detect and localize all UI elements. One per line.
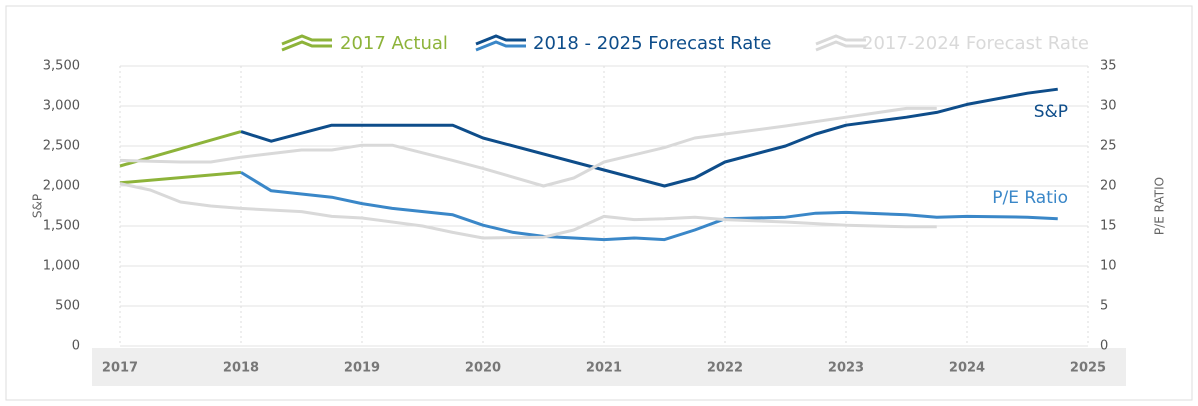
y-tick-label: 3,500	[43, 59, 80, 74]
x-tick-label: 2021	[586, 361, 622, 376]
x-tick-label: 2024	[949, 361, 985, 376]
y2-axis-title: P/E RATIO	[1153, 177, 1167, 235]
y-tick-label: 1,500	[43, 219, 80, 234]
y-axis-title: S&P	[31, 194, 45, 218]
legend-icon	[281, 34, 332, 46]
legend-icon	[815, 40, 866, 52]
series-line	[119, 182, 937, 240]
annotation: P/E Ratio	[992, 188, 1068, 208]
y2-tick-label: 20	[1100, 179, 1117, 194]
legend-icon	[475, 40, 526, 52]
series-line	[119, 170, 242, 185]
legend-icon	[815, 34, 866, 46]
series-line	[119, 106, 937, 188]
x-tick-label: 2023	[828, 361, 864, 376]
y2-tick-label: 30	[1100, 99, 1117, 114]
x-tick-label: 2020	[465, 361, 501, 376]
y-tick-label: 0	[72, 339, 80, 354]
legend-label: 2017 Actual	[340, 33, 448, 54]
x-tick-label: 2022	[707, 361, 743, 376]
series-line	[240, 171, 1058, 242]
y2-tick-label: 15	[1100, 219, 1117, 234]
y-tick-label: 500	[55, 299, 80, 314]
y2-tick-label: 10	[1100, 259, 1117, 274]
x-tick-label: 2025	[1070, 361, 1106, 376]
y2-tick-label: 25	[1100, 139, 1117, 154]
x-tick-label: 2019	[344, 361, 380, 376]
y2-tick-label: 5	[1100, 299, 1108, 314]
x-tick-label: 2018	[223, 361, 259, 376]
y2-tick-label: 35	[1100, 59, 1117, 74]
legend-icon	[475, 34, 526, 46]
legend-icon	[281, 40, 332, 52]
annotation: S&P	[1034, 102, 1068, 122]
y-tick-label: 2,000	[43, 179, 80, 194]
y-tick-label: 1,000	[43, 259, 80, 274]
card	[5, 5, 1193, 401]
x-tick-label: 2017	[102, 361, 138, 376]
y2-tick-label: 0	[1100, 339, 1108, 354]
x-axis-band	[92, 348, 1126, 386]
legend-label: 2018 - 2025 Forecast Rate	[533, 33, 771, 54]
legend-label: 2017-2024 Forecast Rate	[862, 33, 1089, 54]
y-tick-label: 2,500	[43, 139, 80, 154]
series-line	[240, 87, 1058, 188]
y-tick-label: 3,000	[43, 99, 80, 114]
